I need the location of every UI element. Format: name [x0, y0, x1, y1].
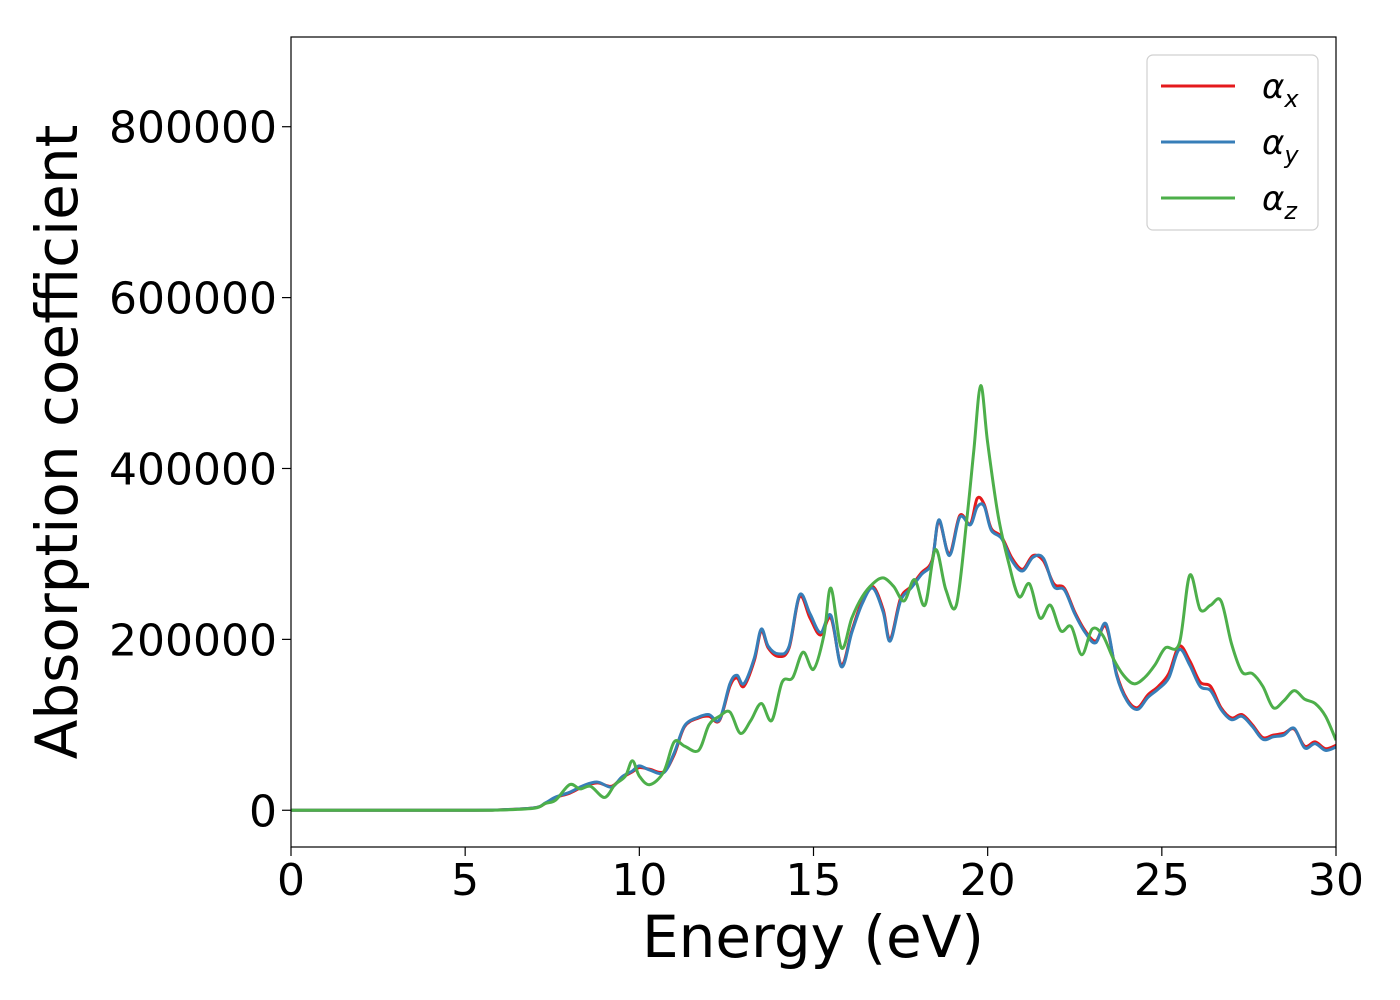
- x-tick-label: 5: [451, 855, 479, 906]
- legend-label-z: αz: [1262, 179, 1298, 225]
- y-axis-label: Absorption coefficient: [23, 125, 91, 760]
- y-tick-label: 800000: [109, 103, 277, 154]
- series-line-y: [291, 502, 1336, 812]
- y-tick-label: 200000: [109, 615, 277, 666]
- y-tick-label: 400000: [109, 444, 277, 495]
- axes: 0 5 10 15 20 25 30 0 200000 400000 600000 800000: [109, 36, 1364, 906]
- legend-label-x: αx: [1262, 67, 1299, 113]
- legend-label-y: αy: [1262, 123, 1299, 169]
- y-tick-label: 600000: [109, 274, 277, 325]
- x-tick-label: 15: [786, 855, 842, 906]
- series-line-z: [291, 384, 1336, 812]
- x-tick-label: 30: [1308, 855, 1364, 906]
- x-axis-label: Energy (eV): [642, 903, 984, 971]
- plot-area: [291, 384, 1336, 812]
- x-tick-label: 20: [960, 855, 1016, 906]
- legend: αx αy αz: [1146, 54, 1319, 231]
- x-tick-label: 10: [611, 855, 667, 906]
- series-line-x: [291, 495, 1336, 812]
- series-lines: [291, 384, 1336, 812]
- x-tick-label: 25: [1134, 855, 1190, 906]
- y-tick-label: 0: [249, 786, 277, 837]
- x-tick-label: 0: [277, 855, 305, 906]
